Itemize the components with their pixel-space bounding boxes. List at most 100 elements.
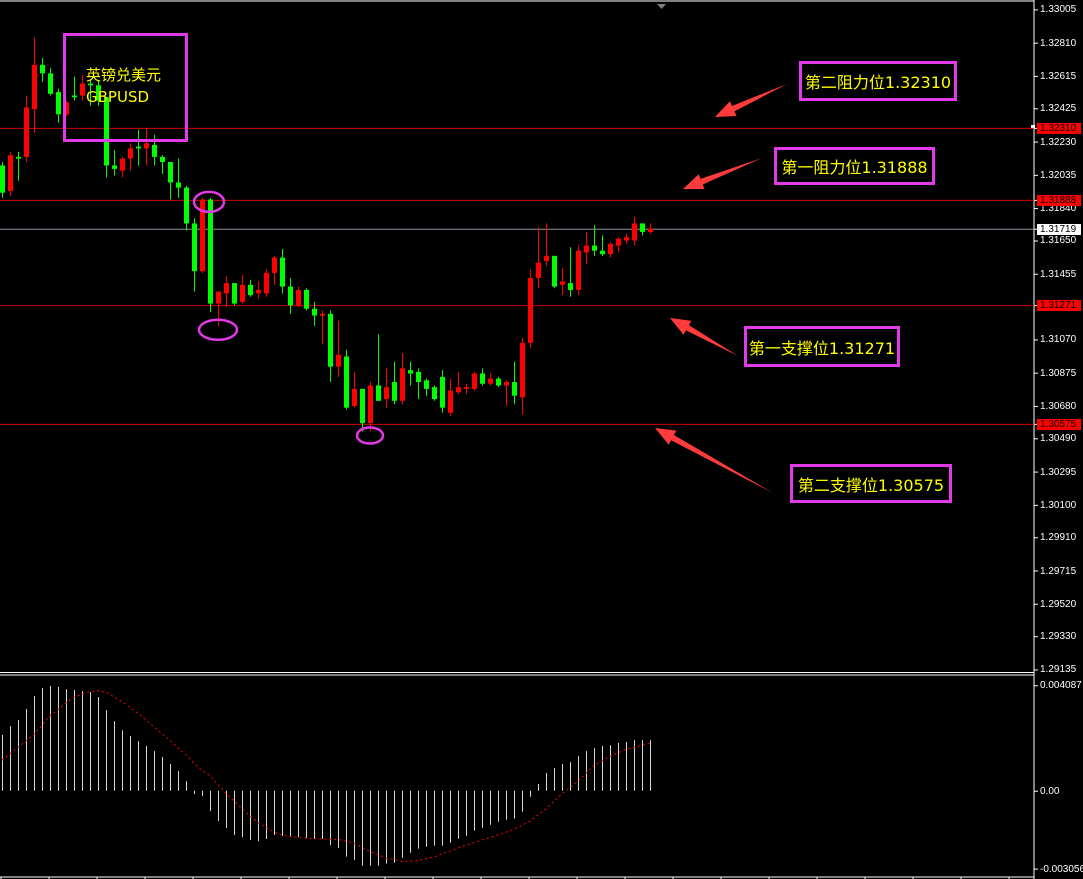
candle [160, 155, 165, 174]
candle [176, 158, 181, 198]
candle [192, 218, 197, 292]
candle-body [184, 187, 189, 224]
resistance-1-annotation[interactable]: 第一阻力位1.31888 [774, 147, 935, 185]
candle-body [632, 223, 637, 241]
price-axis-label: 1.30490 [1040, 433, 1077, 445]
highlight-ellipse [192, 190, 226, 214]
candle [424, 378, 429, 396]
candle [640, 223, 645, 236]
candle-body [168, 162, 173, 183]
candle-body [440, 376, 445, 408]
price-axis-label: 1.32425 [1040, 103, 1077, 115]
candle-body [408, 370, 413, 374]
price-axis-label: 1.30100 [1040, 499, 1077, 511]
candle [608, 242, 613, 258]
candle [400, 353, 405, 405]
support-2-arrow-icon [655, 428, 773, 493]
candle-body [136, 146, 141, 149]
level-handle-icon[interactable] [1031, 125, 1035, 129]
candle [224, 276, 229, 308]
candle [624, 233, 629, 244]
price-axis-label: 1.31455 [1040, 268, 1077, 280]
candle-body [512, 382, 517, 396]
candle [632, 216, 637, 246]
candle-body [72, 95, 77, 98]
candles-layer [0, 37, 653, 432]
candle [64, 100, 69, 116]
candle-body [16, 156, 21, 159]
levels-layer [0, 127, 1034, 425]
candle-body [280, 257, 285, 287]
candle [48, 68, 53, 96]
candle [440, 370, 445, 413]
price-axis-label: 1.33005 [1040, 4, 1077, 16]
candle [264, 269, 269, 297]
candle-body [640, 223, 645, 232]
candle [232, 283, 237, 306]
candle [288, 278, 293, 314]
candle [72, 76, 77, 101]
price-axis-label: 1.29135 [1040, 664, 1077, 676]
candle [144, 127, 149, 166]
candle-body [56, 92, 61, 115]
support-1-annotation[interactable]: 第一支撑位1.31271 [744, 326, 900, 367]
candle-body [248, 284, 253, 296]
candle [368, 382, 373, 432]
candle-body [536, 262, 541, 279]
candle-body [64, 102, 69, 115]
candle-body [416, 371, 421, 383]
symbol-name-cn: 英镑兑美元 [86, 66, 162, 84]
symbol-code: GBPUSD [86, 88, 150, 106]
candle-body [224, 283, 229, 294]
candle-body [216, 291, 221, 304]
candle [560, 267, 565, 296]
support-2-annotation[interactable]: 第二支撑位1.30575 [790, 464, 952, 503]
candle [56, 88, 61, 123]
candle [464, 383, 469, 394]
price-axis-label: 1.29715 [1040, 565, 1077, 577]
macd-axis-label: 0.004087 [1040, 680, 1082, 692]
candle [304, 288, 309, 311]
candle-body [112, 165, 117, 169]
candle [536, 226, 541, 289]
candle-body [312, 308, 317, 316]
macd-axis-label: 0.00 [1040, 785, 1060, 797]
candle [448, 378, 453, 417]
candle [648, 223, 653, 234]
price-axis-label: 1.29520 [1040, 598, 1077, 610]
highlight-ellipse [355, 426, 385, 445]
candle [416, 368, 421, 400]
candle [360, 388, 365, 432]
candle [272, 255, 277, 285]
candle-body [520, 342, 525, 398]
candle [120, 156, 125, 178]
candle-body [456, 387, 461, 393]
candle [584, 231, 589, 265]
chart-shift-marker-icon[interactable] [657, 4, 666, 9]
candle-body [448, 390, 453, 413]
candle [312, 301, 317, 326]
resistance-2-annotation[interactable]: 第二阻力位1.32310 [799, 61, 957, 101]
candle-body [24, 107, 29, 157]
candle [432, 385, 437, 401]
candle [256, 281, 261, 299]
symbol-annotation-box[interactable]: 英镑兑美元 GBPUSD [63, 33, 188, 142]
price-axis-label: 1.32615 [1040, 70, 1077, 82]
candle-body [144, 143, 149, 149]
candle-body [384, 387, 389, 400]
candle-body [264, 272, 269, 294]
candle [480, 368, 485, 386]
level-price-tag: 1.32310 [1037, 122, 1081, 134]
price-axis-label: 1.29330 [1040, 631, 1077, 643]
candle-body [592, 245, 597, 251]
candle-body [48, 73, 53, 94]
candle-body [600, 250, 605, 255]
resistance-2-label: 第二阻力位1.32310 [804, 73, 952, 92]
candle [184, 185, 189, 231]
candle-body [208, 199, 213, 304]
candle-body [32, 64, 37, 110]
support-1-arrow-icon [670, 318, 738, 356]
candle-body [624, 237, 629, 241]
candle-body [96, 85, 101, 101]
price-axis-label: 1.29910 [1040, 532, 1077, 544]
